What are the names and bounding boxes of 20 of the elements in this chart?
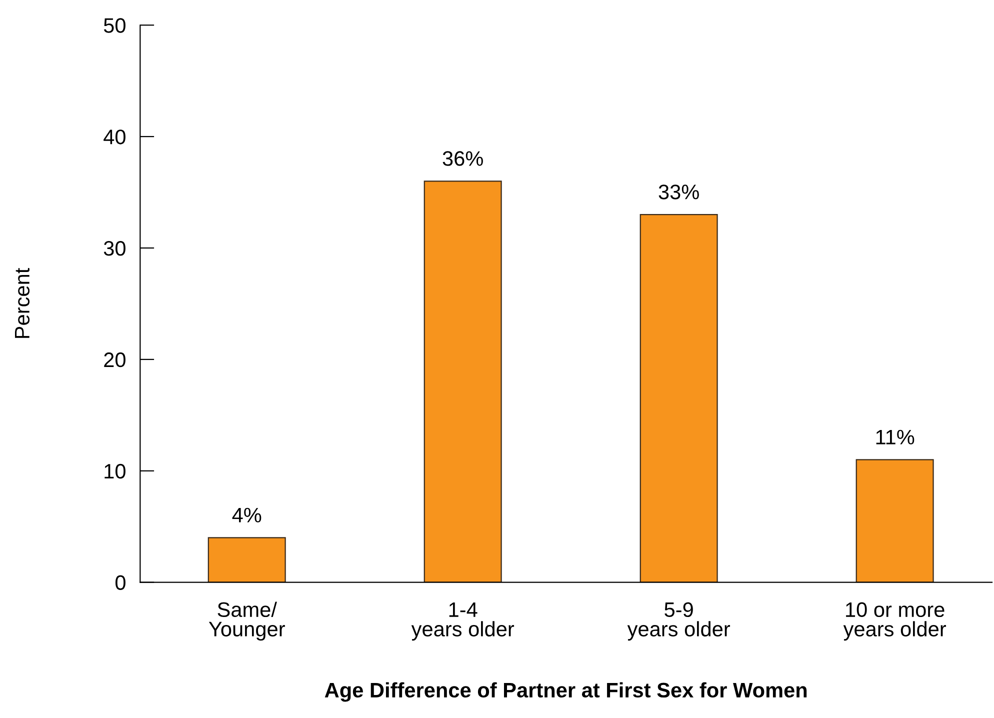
y-tick-label: 30 — [104, 241, 126, 256]
bar — [424, 180, 502, 582]
data-label: 4% — [232, 508, 262, 522]
x-tick-label: 10 or more years older — [843, 602, 946, 641]
data-label: 11% — [876, 430, 914, 444]
y-tick-label: 10 — [104, 464, 126, 479]
bar — [856, 459, 934, 582]
y-axis-title: Percent — [14, 268, 30, 338]
y-tick-label: 20 — [104, 352, 126, 368]
y-tick-label: 0 — [115, 575, 126, 590]
y-tick-label: 40 — [104, 130, 126, 144]
data-label: 33% — [658, 184, 699, 200]
x-axis-title: Age Difference of Partner at First Sex for Women — [324, 682, 807, 702]
bar — [640, 214, 718, 582]
data-label: 36% — [442, 151, 483, 166]
bar — [208, 537, 286, 582]
x-tick-label: 1-4 years older — [411, 602, 514, 641]
x-tick-label: Same/ Younger — [208, 602, 285, 641]
x-tick-label: 5-9 years older — [627, 602, 730, 641]
y-tick-label: 50 — [104, 18, 126, 33]
